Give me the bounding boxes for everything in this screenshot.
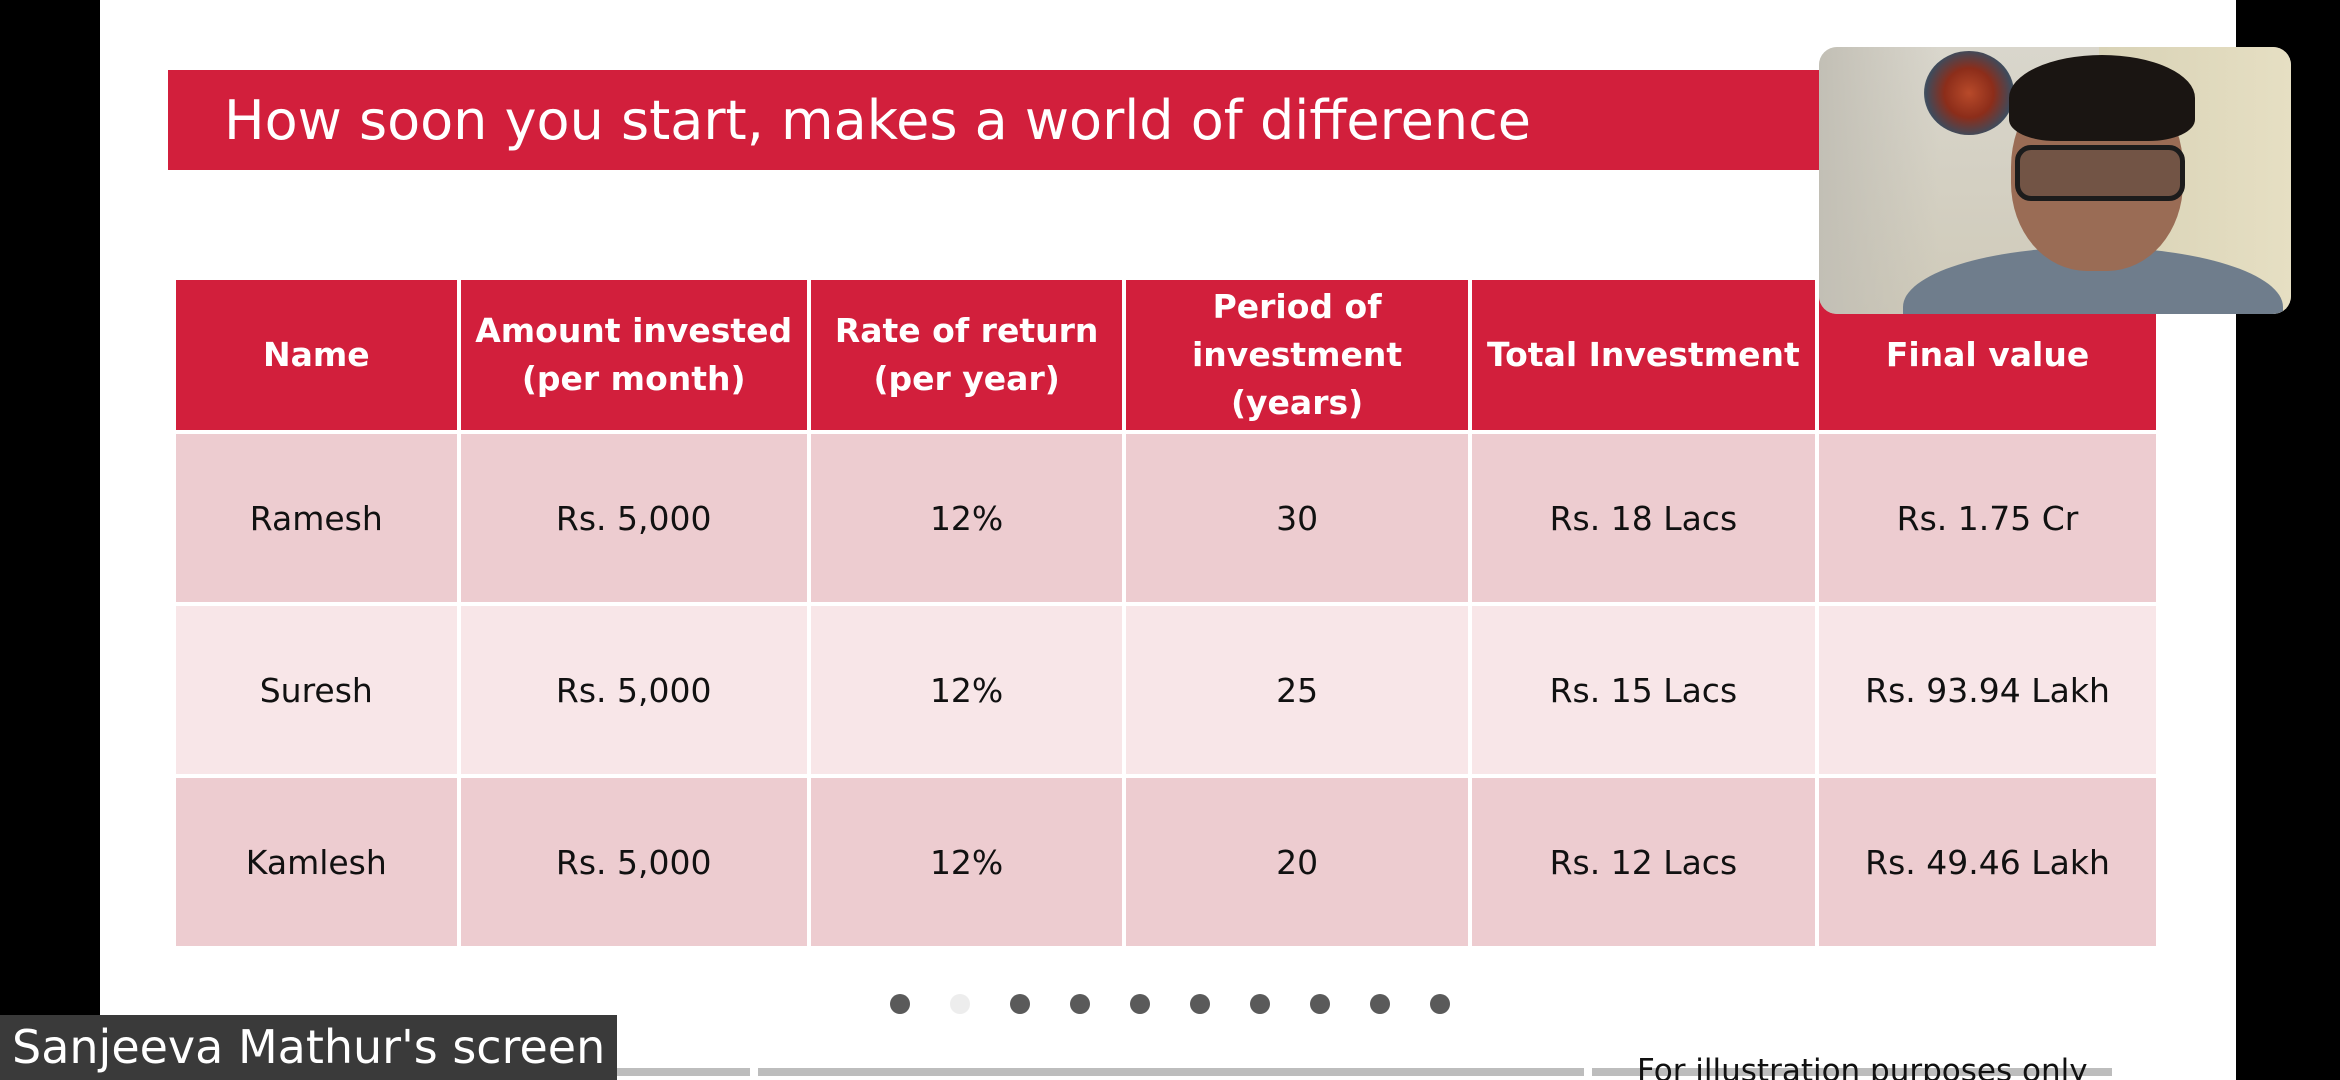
video-background (1819, 47, 1939, 314)
speaker-glasses (2015, 145, 2185, 201)
header-name: Name (176, 280, 457, 430)
cell-total: Rs. 12 Lacs (1471, 778, 1816, 946)
cell-name: Ramesh (176, 434, 457, 602)
cell-final: Rs. 49.46 Lakh (1819, 778, 2156, 946)
cell-final: Rs. 93.94 Lakh (1819, 606, 2156, 774)
header-amount-invested: Amount invested (per month) (460, 280, 807, 430)
cell-amount: Rs. 5,000 (460, 606, 807, 774)
header-rate-of-return: Rate of return (per year) (810, 280, 1123, 430)
pager-dot-2[interactable] (950, 994, 970, 1014)
header-total-investment: Total Investment (1471, 280, 1816, 430)
slide-title: How soon you start, makes a world of dif… (224, 88, 1532, 152)
speaker-video-tile[interactable] (1819, 47, 2291, 314)
slide-pager (890, 994, 1450, 1014)
cell-name: Kamlesh (176, 778, 457, 946)
cell-final: Rs. 1.75 Cr (1819, 434, 2156, 602)
cell-rate: 12% (810, 606, 1123, 774)
cell-rate: 12% (810, 434, 1123, 602)
pager-dot-7[interactable] (1250, 994, 1270, 1014)
cell-period: 25 (1126, 606, 1468, 774)
cell-period: 30 (1126, 434, 1468, 602)
header-period-of-investment: Period of investment (years) (1126, 280, 1468, 430)
cell-period: 20 (1126, 778, 1468, 946)
cell-amount: Rs. 5,000 (460, 434, 807, 602)
cell-total: Rs. 15 Lacs (1471, 606, 1816, 774)
cell-total: Rs. 18 Lacs (1471, 434, 1816, 602)
slide-title-bar: How soon you start, makes a world of dif… (168, 70, 1928, 170)
pager-dot-10[interactable] (1430, 994, 1450, 1014)
pager-dot-4[interactable] (1070, 994, 1090, 1014)
table-row: Ramesh Rs. 5,000 12% 30 Rs. 18 Lacs Rs. … (176, 434, 2156, 602)
investment-comparison-table: Name Amount invested (per month) Rate of… (172, 276, 2160, 950)
pager-dot-8[interactable] (1310, 994, 1330, 1014)
pager-dot-5[interactable] (1130, 994, 1150, 1014)
table-row: Suresh Rs. 5,000 12% 25 Rs. 15 Lacs Rs. … (176, 606, 2156, 774)
scroll-track-segment (1592, 1068, 2112, 1076)
illustration-footnote: For illustration purposes only (1637, 1053, 2088, 1080)
pager-dot-1[interactable] (890, 994, 910, 1014)
wall-decoration (1924, 51, 2014, 135)
pager-dot-9[interactable] (1370, 994, 1390, 1014)
cell-name: Suresh (176, 606, 457, 774)
screen-share-label: Sanjeeva Mathur's screen (0, 1015, 618, 1080)
pager-dot-3[interactable] (1010, 994, 1030, 1014)
cell-rate: 12% (810, 778, 1123, 946)
cell-amount: Rs. 5,000 (460, 778, 807, 946)
table-row: Kamlesh Rs. 5,000 12% 20 Rs. 12 Lacs Rs.… (176, 778, 2156, 946)
scroll-track-segment (758, 1068, 1584, 1076)
pager-dot-6[interactable] (1190, 994, 1210, 1014)
table-header-row: Name Amount invested (per month) Rate of… (176, 280, 2156, 430)
speaker-hair (2009, 55, 2195, 141)
